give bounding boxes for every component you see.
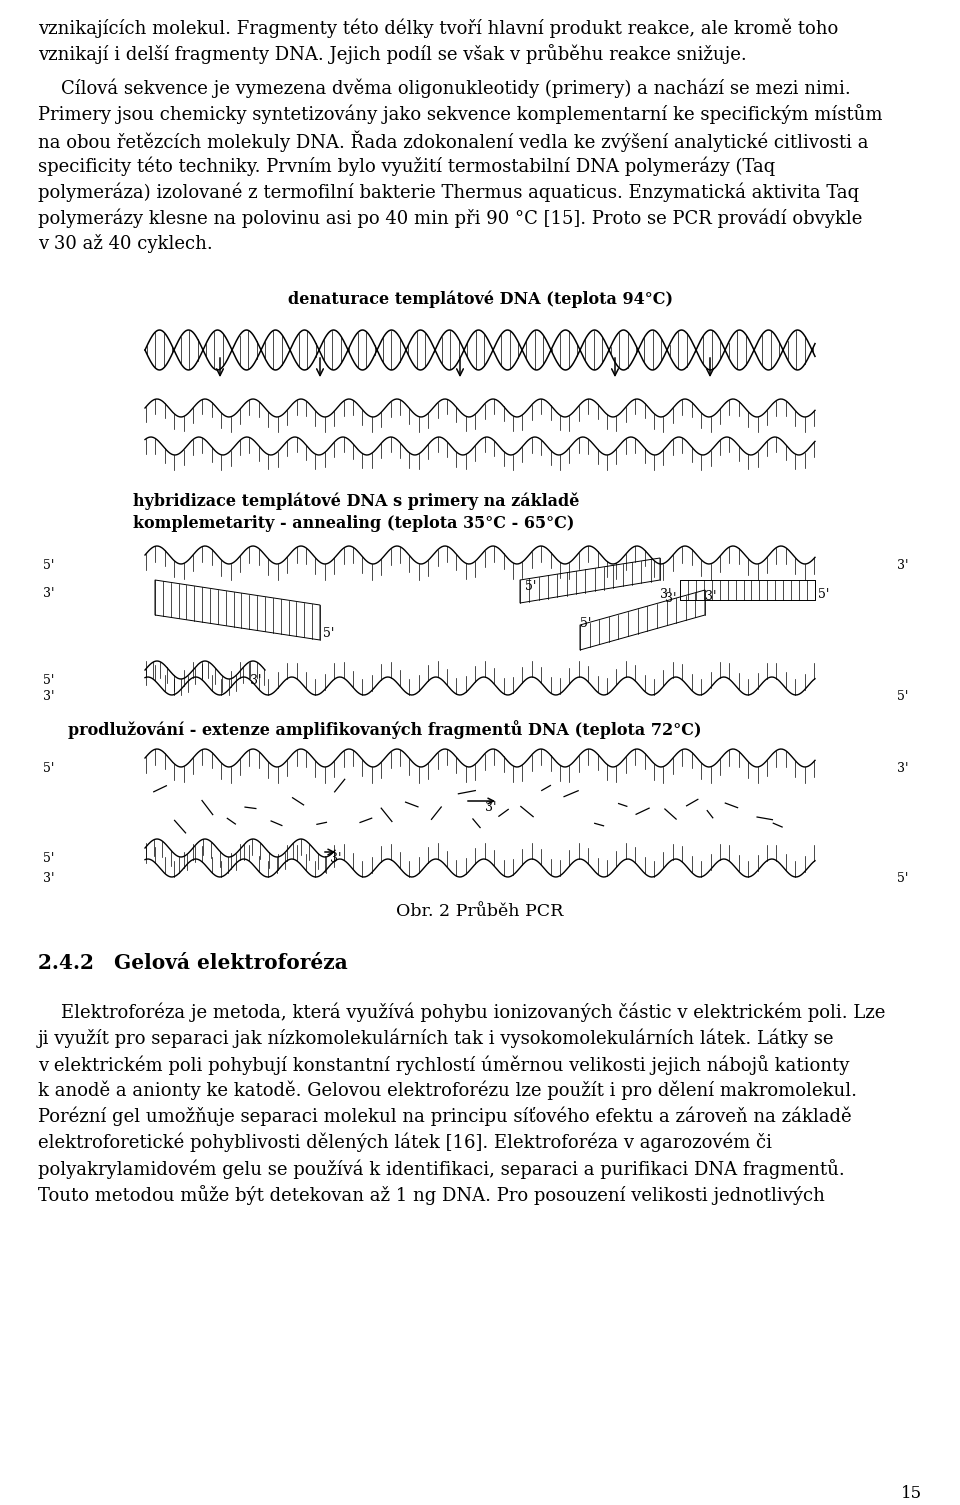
Text: 3': 3'	[485, 801, 496, 814]
Text: 3': 3'	[250, 674, 261, 686]
Text: specificity této techniky. Prvním bylo využití termostabilní DNA polymerázy (Taq: specificity této techniky. Prvním bylo v…	[38, 157, 776, 176]
Text: 3': 3'	[660, 588, 671, 600]
Text: k anodě a anionty ke katodě. Gelovou elektroforézu lze použít i pro dělení makro: k anodě a anionty ke katodě. Gelovou ele…	[38, 1081, 857, 1100]
Text: 3': 3'	[705, 590, 716, 604]
Text: 5': 5'	[897, 689, 908, 703]
Text: 5': 5'	[323, 628, 334, 640]
Text: 5': 5'	[897, 871, 908, 885]
Text: 3': 3'	[43, 689, 55, 703]
Text: prodlužování - extenze amplifikovaných fragmentů DNA (teplota 72°C): prodlužování - extenze amplifikovaných f…	[68, 719, 702, 739]
Text: Porézní gel umožňuje separaci molekul na principu síťového efektu a zároveň na z: Porézní gel umožňuje separaci molekul na…	[38, 1108, 852, 1127]
Text: hybridizace templátové DNA s primery na základě: hybridizace templátové DNA s primery na …	[133, 494, 580, 510]
Text: 5': 5'	[43, 852, 55, 865]
Text: 5': 5'	[818, 588, 829, 600]
Text: elektroforetické pohyblivosti dělených látek [16]. Elektroforéza v agarozovém či: elektroforetické pohyblivosti dělených l…	[38, 1133, 772, 1153]
Text: Cílová sekvence je vymezena dvěma oligonukleotidy (primery) a nachází se mezi ni: Cílová sekvence je vymezena dvěma oligon…	[38, 78, 851, 98]
Text: polyakrylamidovém gelu se používá k identifikaci, separaci a purifikaci DNA frag: polyakrylamidovém gelu se používá k iden…	[38, 1159, 845, 1178]
Text: 5': 5'	[580, 617, 591, 631]
Text: 3': 3'	[897, 762, 908, 775]
Text: 5': 5'	[43, 558, 55, 572]
Text: 5': 5'	[43, 674, 55, 686]
Text: 2.4.2 Gelová elektroforéza: 2.4.2 Gelová elektroforéza	[38, 953, 348, 974]
Text: polymeráza) izolované z termofilní bakterie Thermus aquaticus. Enzymatická aktiv: polymeráza) izolované z termofilní bakte…	[38, 182, 859, 202]
Text: v 30 až 40 cyklech.: v 30 až 40 cyklech.	[38, 233, 213, 253]
Text: 3': 3'	[43, 587, 55, 600]
Text: na obou řetězcích molekuly DNA. Řada zdokonalení vedla ke zvýšení analytické cit: na obou řetězcích molekuly DNA. Řada zdo…	[38, 129, 869, 152]
Text: 5': 5'	[43, 762, 55, 775]
Text: 5': 5'	[525, 579, 537, 593]
Text: vznikajících molekul. Fragmenty této délky tvoří hlavní produkt reakce, ale krom: vznikajících molekul. Fragmenty této dél…	[38, 18, 838, 38]
Text: Elektroforéza je metoda, která využívá pohybu ionizovaných částic v elektrickém : Elektroforéza je metoda, která využívá p…	[38, 1002, 885, 1022]
Text: v elektrickém poli pohybují konstantní rychlostí úměrnou velikosti jejich nábojů: v elektrickém poli pohybují konstantní r…	[38, 1055, 850, 1075]
Text: Touto metodou může být detekovan až 1 ng DNA. Pro posouzení velikosti jednotlivý: Touto metodou může být detekovan až 1 ng…	[38, 1184, 825, 1206]
Text: 15: 15	[900, 1485, 922, 1502]
Text: komplemetarity - annealing (teplota 35°C - 65°C): komplemetarity - annealing (teplota 35°C…	[133, 515, 574, 531]
Text: denaturace templátové DNA (teplota 94°C): denaturace templátové DNA (teplota 94°C)	[287, 290, 673, 307]
Text: vznikají i delší fragmenty DNA. Jejich podíl se však v průběhu reakce snižuje.: vznikají i delší fragmenty DNA. Jejich p…	[38, 44, 747, 63]
Text: 3': 3'	[897, 558, 908, 572]
Text: polymerázy klesne na polovinu asi po 40 min při 90 °C [15]. Proto se PCR provádí: polymerázy klesne na polovinu asi po 40 …	[38, 208, 862, 227]
Text: Primery jsou chemicky syntetizovány jako sekvence komplementarní ke specifickým : Primery jsou chemicky syntetizovány jako…	[38, 104, 882, 123]
Text: 3': 3'	[330, 852, 342, 865]
Text: 3': 3'	[43, 871, 55, 885]
Text: Obr. 2 Průběh PCR: Obr. 2 Průběh PCR	[396, 903, 564, 920]
Text: 3': 3'	[665, 591, 677, 605]
Text: ji využít pro separaci jak nízkomolekulárních tak i vysokomolekulárních látek. L: ji využít pro separaci jak nízkomolekulá…	[38, 1029, 834, 1049]
